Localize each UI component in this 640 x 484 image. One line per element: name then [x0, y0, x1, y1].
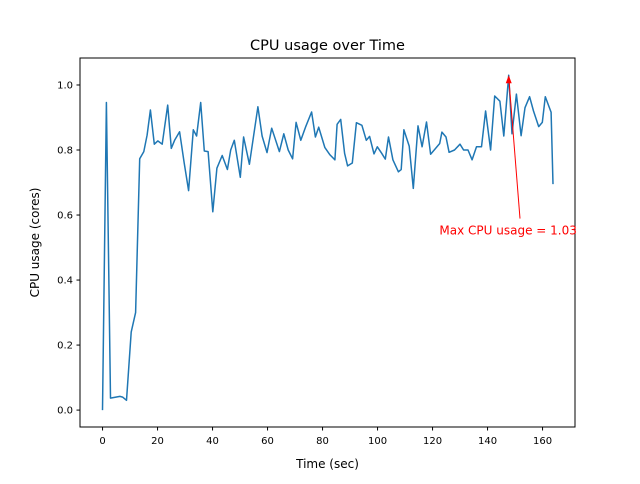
- chart-title: CPU usage over Time: [250, 38, 405, 54]
- x-axis-label: Time (sec): [295, 457, 359, 471]
- x-tick-label: 120: [423, 436, 442, 447]
- x-tick-label: 20: [151, 436, 164, 447]
- x-tick-label: 80: [316, 436, 329, 447]
- y-axis-label: CPU usage (cores): [28, 188, 42, 298]
- y-tick-label: 1.0: [57, 80, 73, 91]
- y-tick-label: 0.6: [57, 211, 73, 222]
- x-tick-label: 160: [533, 436, 552, 447]
- y-tick-label: 0.8: [57, 146, 73, 157]
- y-tick-label: 0.0: [57, 406, 73, 417]
- x-tick-label: 100: [368, 436, 387, 447]
- x-tick-label: 60: [261, 436, 274, 447]
- x-tick-label: 0: [99, 436, 105, 447]
- annotation-max-cpu: Max CPU usage = 1.03: [439, 224, 576, 238]
- y-tick-label: 0.2: [57, 341, 73, 352]
- x-tick-label: 140: [478, 436, 497, 447]
- y-tick-label: 0.4: [57, 276, 73, 287]
- x-tick-label: 40: [206, 436, 219, 447]
